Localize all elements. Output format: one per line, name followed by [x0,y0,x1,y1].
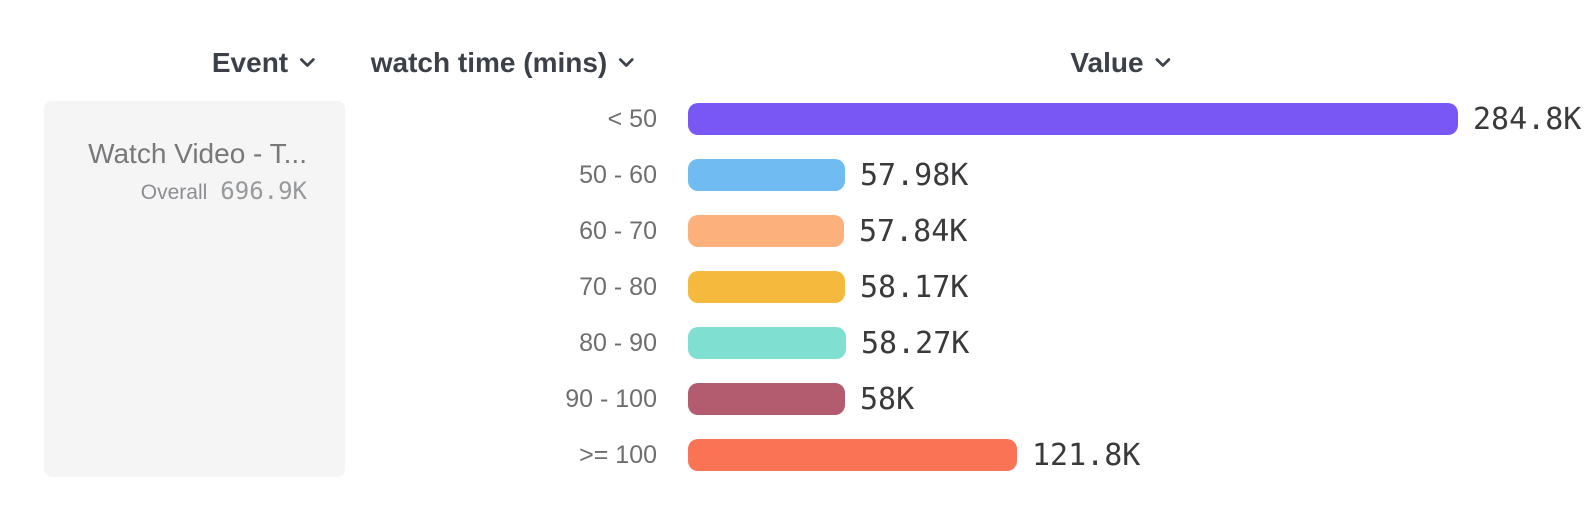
chart-row: 50 - 60 57.98K [0,147,1592,203]
chart-row: >= 100 121.8K [0,427,1592,483]
overall-label: Overall [140,181,208,204]
watch-time-column-dropdown[interactable]: watch time (mins) [371,46,635,80]
bar-value: 58K [860,381,915,417]
value-column-dropdown[interactable]: Value [1070,46,1171,80]
event-column-dropdown[interactable]: Event [212,46,316,80]
bar-value: 58.27K [861,325,970,361]
bucket-label: >= 100 [579,440,657,469]
bar-segment[interactable] [688,215,844,247]
bar-segment[interactable] [688,271,845,303]
chart-row: 70 - 80 58.17K [0,259,1592,315]
bar-value: 284.8K [1473,101,1582,137]
bucket-label: 90 - 100 [565,384,657,413]
bucket-label: < 50 [607,104,657,133]
bar-segment[interactable] [688,159,845,191]
bar-segment[interactable] [688,103,1458,135]
chart-row: 60 - 70 57.84K [0,203,1592,259]
bucket-label: 70 - 80 [579,272,657,301]
chart-row: < 50 284.8K [0,91,1592,147]
chevron-down-icon [1155,54,1172,73]
bar-segment[interactable] [688,439,1017,471]
value-column-label: Value [1070,47,1144,78]
event-name: Watch Video - T... [88,138,307,169]
chevron-down-icon [618,54,635,73]
bar-value: 57.98K [860,157,969,193]
bar-value: 58.17K [860,269,969,305]
overall-row: Overall 696.9K [60,177,307,205]
chevron-down-icon [299,54,316,73]
event-legend-card[interactable]: Watch Video - T... Overall 696.9K [44,101,345,477]
chart-row: 90 - 100 58K [0,371,1592,427]
bar-segment[interactable] [688,327,846,359]
chart-row: 80 - 90 58.27K [0,315,1592,371]
overall-value: 696.9K [220,177,307,205]
bucket-label: 60 - 70 [579,216,657,245]
bucket-label: 80 - 90 [579,328,657,357]
watch-time-column-label: watch time (mins) [370,47,608,78]
bar-segment[interactable] [688,383,845,415]
bar-value: 121.8K [1032,437,1141,473]
bar-value: 57.84K [859,213,968,249]
event-column-label: Event [211,47,289,78]
bucket-label: 50 - 60 [579,160,657,189]
bar-chart: < 50 284.8K 50 - 60 57.98K 60 - 70 57.84K 70 -… [0,91,1592,483]
